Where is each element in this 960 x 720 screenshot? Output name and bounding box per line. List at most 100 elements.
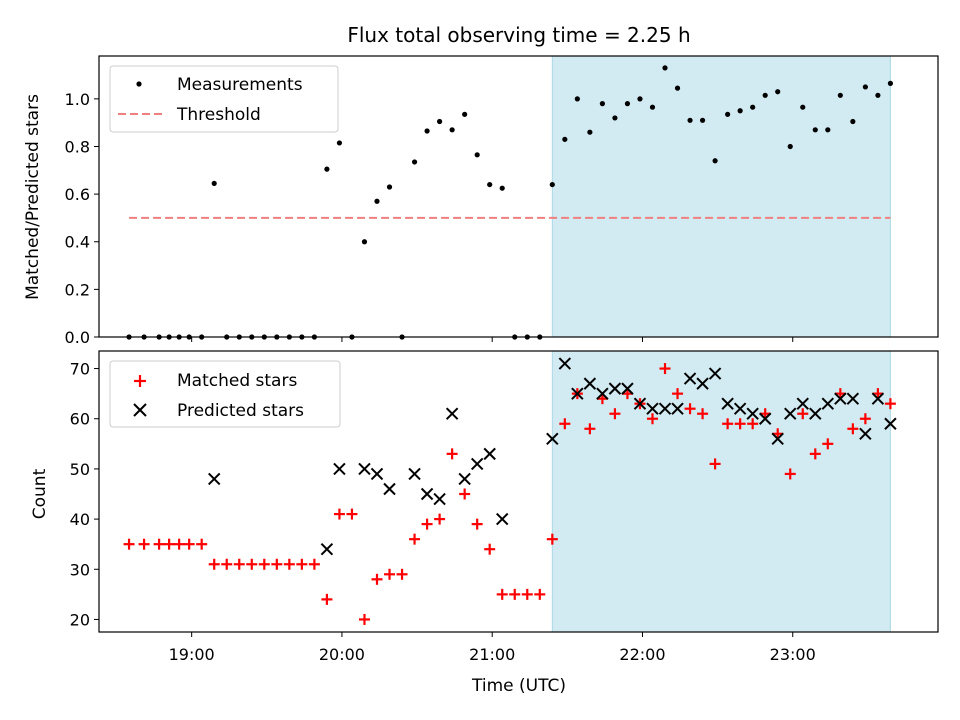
measurement-point — [637, 96, 643, 102]
measurement-point — [324, 166, 330, 172]
predicted-star-point — [758, 412, 772, 425]
predicted-star-point — [871, 392, 885, 405]
matched-star-point — [584, 423, 596, 435]
measurement-point — [712, 158, 718, 164]
matched-star-point — [697, 408, 709, 420]
x-tick-label: 20:00 — [319, 645, 365, 664]
measurement-point — [462, 111, 468, 117]
measurement-point — [775, 89, 781, 95]
measurement-point — [386, 184, 393, 190]
top-y-tick-label: 1.0 — [65, 90, 90, 109]
matched-star-point — [496, 588, 508, 600]
top-y-tick-label: 0.0 — [65, 328, 90, 347]
legend-measurements-marker — [136, 81, 142, 87]
predicted-star-point — [596, 387, 609, 400]
legend-matched-label: Matched stars — [177, 371, 297, 391]
measurement-point — [862, 84, 868, 90]
measurement-point — [411, 159, 418, 165]
measurement-point — [499, 185, 505, 191]
measurement-point — [374, 198, 380, 204]
top-y-tick-label: 0.6 — [65, 185, 90, 204]
matched-star-point — [459, 488, 471, 500]
predicted-star-point — [721, 397, 734, 410]
predicted-star-point — [834, 392, 847, 405]
predicted-star-point — [370, 467, 384, 481]
bottom-legend: Matched stars Predicted stars — [109, 360, 341, 428]
predicted-star-point — [708, 367, 722, 380]
bottom-y-tick-label: 30 — [70, 560, 90, 579]
matched-star-point — [153, 538, 165, 550]
predicted-star-point — [207, 472, 221, 486]
predicted-star-point — [621, 382, 634, 395]
measurement-point — [612, 115, 618, 121]
matched-star-point — [258, 558, 270, 570]
predicted-star-point — [608, 382, 622, 395]
measurement-point — [850, 118, 856, 125]
predicted-star-point — [846, 392, 860, 405]
measurement-point — [336, 140, 343, 146]
matched-star-point — [221, 558, 233, 570]
matched-star-point — [283, 558, 295, 570]
legend-matched-marker — [134, 375, 146, 387]
predicted-star-point — [859, 427, 872, 441]
measurement-point — [549, 181, 555, 188]
predicted-star-point — [333, 462, 346, 476]
matched-star-point — [384, 568, 396, 580]
matched-star-point — [534, 588, 546, 600]
measurement-point — [812, 127, 818, 133]
matched-star-point — [847, 423, 859, 435]
measurement-point — [762, 92, 768, 98]
measurement-point — [599, 101, 606, 107]
measurement-point — [487, 181, 493, 188]
top-y-tick-label: 0.2 — [65, 280, 90, 299]
top-panel-frame — [98, 55, 939, 338]
measurement-point — [737, 108, 743, 114]
matched-star-point — [559, 418, 571, 430]
predicted-star-point — [784, 407, 797, 420]
matched-star-point — [747, 418, 759, 430]
predicted-star-point — [445, 407, 459, 420]
predicted-star-point — [658, 402, 672, 415]
matched-star-point — [546, 533, 558, 545]
predicted-star-point — [633, 397, 647, 410]
predicted-star-point — [646, 402, 659, 415]
measurement-point — [837, 92, 843, 98]
predicted-star-point — [320, 542, 334, 556]
matched-star-point — [859, 413, 871, 425]
predicted-star-point — [408, 467, 421, 481]
matched-star-point — [138, 538, 150, 550]
bottom-y-tick-label: 60 — [70, 410, 90, 429]
bottom-panel-frame — [98, 350, 939, 633]
matched-star-point — [358, 613, 370, 625]
predicted-star-point — [683, 372, 697, 385]
predicted-star-point — [746, 407, 759, 420]
top-y-axis-label: Matched/Predicted stars — [23, 94, 43, 300]
measurement-point — [574, 96, 580, 102]
matched-star-point — [709, 458, 721, 470]
predicted-star-point — [358, 462, 371, 476]
measurement-point — [474, 152, 480, 158]
matched-star-point — [296, 558, 308, 570]
measurement-point — [875, 92, 881, 98]
matched-star-point — [246, 558, 258, 570]
x-tick-label: 19:00 — [169, 645, 215, 664]
measurement-point — [662, 65, 668, 71]
matched-star-point — [722, 418, 734, 430]
measurement-point — [624, 101, 631, 107]
measurement-point — [361, 239, 368, 245]
matched-star-point — [797, 408, 809, 420]
matched-star-point — [434, 513, 446, 525]
matched-star-point — [672, 388, 684, 400]
predicted-star-point — [796, 397, 809, 410]
predicted-star-point — [733, 402, 747, 415]
predicted-star-point — [696, 377, 709, 390]
measurement-point — [674, 85, 681, 91]
measurement-point — [800, 104, 806, 110]
measurement-point — [825, 127, 831, 133]
predicted-star-point — [571, 387, 584, 400]
matched-star-point — [196, 538, 208, 550]
matched-star-point — [484, 543, 496, 555]
legend-predicted-label: Predicted stars — [177, 401, 304, 421]
measurement-point — [699, 117, 706, 123]
